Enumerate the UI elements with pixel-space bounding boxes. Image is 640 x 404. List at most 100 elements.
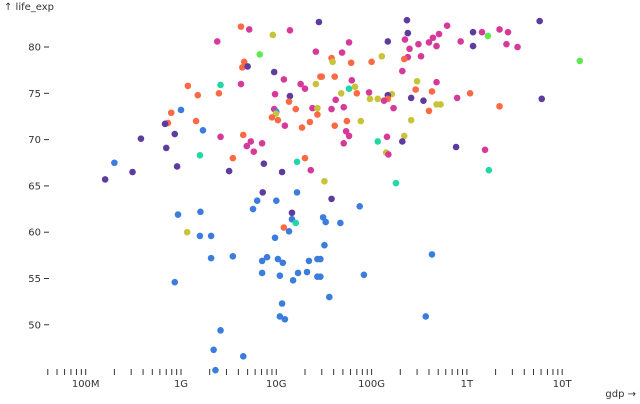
data-point	[167, 109, 175, 117]
data-point	[385, 151, 392, 158]
data-point	[433, 78, 440, 86]
y-tick-label: 60	[28, 228, 41, 239]
data-point	[111, 159, 118, 167]
data-point	[192, 117, 200, 125]
data-point	[403, 16, 411, 24]
data-point	[196, 232, 204, 240]
data-point	[348, 77, 356, 84]
data-point	[271, 234, 279, 242]
data-point	[281, 122, 289, 130]
data-point	[278, 168, 286, 176]
data-point	[384, 38, 392, 45]
data-point	[417, 52, 425, 60]
data-point	[317, 255, 324, 263]
data-point	[239, 352, 247, 360]
data-point	[401, 36, 409, 43]
data-point	[357, 117, 365, 125]
data-point	[129, 168, 136, 176]
data-point	[496, 26, 503, 33]
data-point	[276, 313, 284, 320]
data-point	[536, 17, 543, 25]
data-point	[538, 95, 546, 103]
data-point	[161, 120, 169, 128]
data-point	[366, 95, 374, 103]
y-tick-label: 50	[28, 320, 41, 331]
data-point	[314, 111, 321, 118]
data-point	[433, 42, 440, 50]
data-point	[276, 272, 284, 280]
data-point	[294, 269, 302, 277]
data-point	[315, 18, 323, 26]
data-point	[312, 48, 320, 55]
data-point	[428, 251, 436, 258]
data-point	[413, 77, 421, 85]
data-point	[338, 49, 346, 56]
data-point	[353, 90, 361, 97]
y-tick-label: 70	[28, 135, 41, 146]
data-point	[301, 85, 309, 92]
data-point	[469, 42, 477, 50]
data-point	[270, 68, 278, 76]
x-tick-label: 1T	[461, 379, 474, 390]
data-point	[196, 152, 204, 159]
data-point	[281, 315, 289, 323]
data-point	[351, 83, 359, 91]
data-point	[365, 89, 373, 96]
data-point	[289, 277, 297, 284]
data-point	[326, 293, 333, 301]
data-point	[420, 97, 427, 105]
x-axis-label: gdp →	[605, 389, 636, 400]
data-point	[457, 38, 464, 45]
data-point	[481, 146, 489, 154]
data-point	[269, 31, 277, 39]
data-point	[343, 117, 351, 125]
data-point	[466, 90, 474, 97]
data-point	[452, 143, 460, 151]
data-point	[177, 106, 185, 114]
data-point	[199, 127, 207, 134]
x-axis: 100M 1G 10G 100G 1T 10T	[47, 369, 573, 390]
data-point	[297, 80, 304, 88]
data-point	[312, 80, 320, 88]
data-point	[285, 98, 293, 105]
data-point	[425, 39, 433, 46]
data-point	[171, 278, 179, 286]
data-point	[484, 32, 492, 40]
data-point	[171, 130, 179, 138]
data-point	[280, 224, 288, 231]
data-point	[340, 140, 348, 147]
data-point	[247, 138, 255, 145]
data-point	[197, 208, 204, 216]
data-point	[368, 58, 375, 66]
data-point	[184, 82, 192, 90]
data-point	[345, 132, 353, 140]
data-point	[390, 104, 397, 112]
data-point	[207, 254, 215, 262]
data-point	[504, 28, 512, 36]
data-points	[101, 16, 584, 374]
data-point	[239, 64, 246, 71]
data-point	[280, 76, 288, 83]
data-point	[301, 154, 309, 162]
data-point	[496, 102, 503, 110]
data-point	[380, 97, 388, 105]
data-point	[415, 40, 422, 48]
data-point	[274, 255, 282, 263]
data-point	[260, 160, 268, 167]
data-point	[337, 90, 345, 97]
data-point	[407, 116, 415, 124]
data-point	[292, 105, 300, 113]
data-point	[340, 103, 348, 111]
data-point	[207, 232, 215, 240]
data-point	[429, 34, 437, 42]
y-axis-label: ↑ life_exp	[4, 2, 54, 13]
data-point	[212, 366, 219, 374]
data-point	[503, 40, 510, 48]
data-point	[469, 28, 477, 36]
data-point	[229, 154, 237, 162]
data-point	[478, 28, 486, 36]
data-point	[288, 209, 296, 217]
data-point	[217, 81, 224, 89]
data-point	[314, 104, 321, 112]
data-point	[321, 177, 328, 185]
